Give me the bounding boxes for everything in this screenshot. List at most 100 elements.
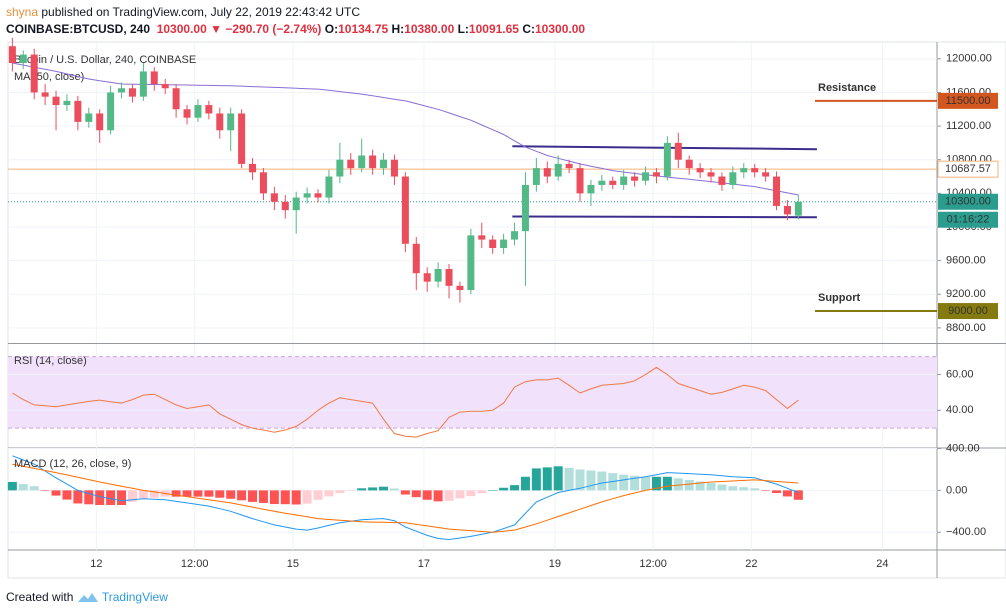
histogram-bar [651, 476, 661, 491]
price-badge-label: 10687.57 [945, 163, 991, 175]
candle-body [259, 172, 267, 194]
candle-body [292, 197, 300, 211]
annotation: Support [818, 292, 860, 304]
candle-body [314, 193, 322, 198]
candle-body [445, 269, 453, 286]
x-tick-label: 12:00 [639, 558, 667, 570]
ohlc-value: 10380.00 [404, 22, 455, 36]
candle-body [783, 205, 791, 215]
symbol: COINBASE:BTCUSD, 240 [6, 22, 151, 36]
price-badge-label: 10300.00 [945, 196, 991, 208]
candle-body [63, 100, 71, 106]
histogram-bar [357, 488, 367, 491]
histogram-bar [684, 479, 694, 491]
candle-body [609, 180, 617, 185]
histogram-bar [18, 484, 28, 491]
histogram-bar [280, 490, 290, 505]
price-badge [938, 303, 998, 320]
y-tick-label: 40.00 [946, 404, 974, 416]
ohlc-label: O: [324, 22, 339, 36]
candle-body [751, 168, 759, 173]
candle-body [52, 96, 60, 106]
candle-body [543, 168, 551, 177]
candle-body [369, 155, 377, 169]
histogram-bar [553, 466, 563, 491]
candle-body [489, 239, 497, 248]
candle-body [423, 273, 431, 282]
rsi-band [8, 356, 937, 429]
candle-body [205, 105, 213, 114]
histogram-bar [335, 490, 345, 493]
candle-body [161, 84, 169, 89]
histogram-bar [597, 471, 607, 491]
histogram-bar [728, 486, 738, 491]
histogram-bar [586, 470, 596, 491]
candle-body [718, 176, 726, 185]
histogram-bar [226, 490, 236, 499]
tv-logo [77, 593, 98, 602]
legend-title: RSI (14, close) [14, 355, 87, 367]
candle-body [303, 193, 311, 198]
candle-body [456, 285, 464, 291]
legend-entry: MA (50, close) [14, 71, 84, 83]
histogram-bar [400, 490, 410, 495]
histogram-bar [193, 490, 203, 497]
candle-body [729, 172, 737, 185]
candle-body [128, 88, 136, 97]
histogram-bar [444, 490, 454, 501]
candle-body [576, 168, 584, 194]
histogram-bar [673, 478, 683, 491]
x-tick-label: 22 [745, 558, 757, 570]
histogram-bar [510, 485, 520, 491]
legend-title: Bitcoin / U.S. Dollar, 240, COINBASE [14, 54, 196, 66]
frame [7, 41, 1006, 579]
y-tick-label: 0.00 [946, 484, 967, 496]
x-tick-label: 12 [90, 558, 102, 570]
histogram-bar [40, 490, 50, 491]
histogram-bar [237, 490, 247, 501]
candle-body [794, 201, 802, 216]
histogram-bar [772, 490, 782, 493]
candle-body [85, 113, 93, 122]
y-tick-label: 12000.00 [946, 53, 992, 65]
histogram-bar [149, 490, 159, 498]
histogram-bar [106, 490, 116, 506]
histogram-bar [750, 488, 760, 491]
histogram-bar [302, 490, 312, 504]
candle-body [358, 155, 366, 169]
candle-body [674, 142, 682, 160]
candle-body [500, 239, 508, 248]
macd-line [12, 463, 799, 533]
candle-body [773, 176, 781, 206]
candle-body [740, 168, 748, 173]
candle-body [412, 243, 420, 274]
annotation: Resistance [818, 82, 876, 94]
candle-body [434, 269, 442, 282]
candle-body [74, 100, 82, 122]
x-tick-label: 15 [287, 558, 299, 570]
y-tick-label: 8800.00 [946, 322, 986, 334]
histogram-bar [411, 490, 421, 498]
histogram-bar [520, 476, 530, 491]
candle-body [118, 88, 126, 93]
countdown-badge [938, 211, 998, 228]
footer-brand: TradingView [101, 590, 168, 604]
change: −290.70 (−2.74%) [225, 22, 322, 36]
x-tick-label: 12:00 [181, 558, 209, 570]
candle-body [598, 180, 606, 185]
histogram-bar [29, 486, 39, 491]
histogram-bar [248, 490, 258, 502]
histogram-bar [793, 490, 803, 500]
candle-body [30, 54, 38, 93]
x-tick-label: 24 [876, 558, 888, 570]
candle-body [150, 71, 158, 85]
histogram-bar [291, 490, 301, 505]
histogram-bar [641, 476, 651, 491]
candle-body [238, 113, 246, 164]
histogram-bar [138, 490, 148, 499]
histogram-bar [215, 490, 225, 498]
candle-body [19, 54, 27, 64]
histogram-bar [575, 469, 585, 491]
histogram-bar [455, 490, 465, 499]
histogram-bar [488, 490, 498, 491]
